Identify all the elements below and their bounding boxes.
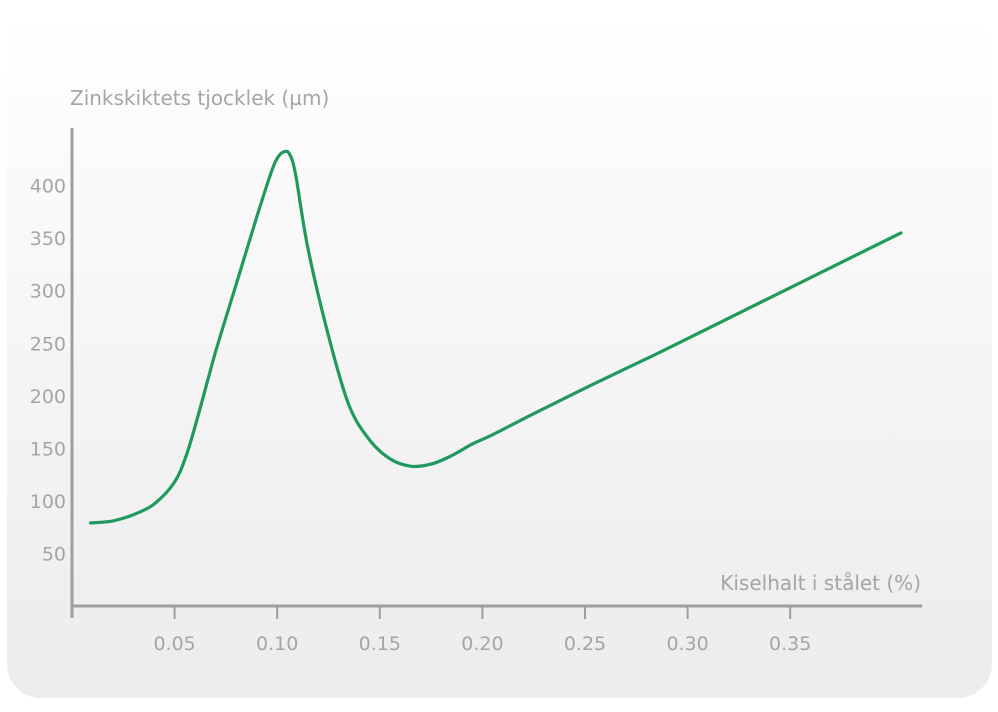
series-line <box>88 149 903 525</box>
x-axis-title: Kiselhalt i stålet (%) <box>720 571 921 595</box>
y-tick-label: 150 <box>30 438 66 460</box>
y-axis-title: Zinkskiktets tjocklek (µm) <box>70 86 329 110</box>
x-tick-label: 0.10 <box>256 633 298 655</box>
x-tick-label: 0.05 <box>153 633 195 655</box>
y-tick-label: 350 <box>30 228 66 250</box>
x-ticks: 0.05 0.10 0.15 0.20 0.25 0.30 0.35 <box>153 606 811 655</box>
x-tick-label: 0.35 <box>769 633 811 655</box>
x-tick-label: 0.20 <box>461 633 503 655</box>
x-tick-label: 0.30 <box>666 633 708 655</box>
y-tick-label: 50 <box>42 543 66 565</box>
y-ticks: 50 100 150 200 250 300 350 400 <box>30 176 66 566</box>
x-tick-label: 0.25 <box>564 633 606 655</box>
y-tick-label: 200 <box>30 386 66 408</box>
y-tick-label: 250 <box>30 333 66 355</box>
y-tick-label: 400 <box>30 176 66 198</box>
chart-panel <box>7 14 992 698</box>
x-tick-label: 0.15 <box>359 633 401 655</box>
y-tick-label: 300 <box>30 281 66 303</box>
y-tick-label: 100 <box>30 491 66 513</box>
